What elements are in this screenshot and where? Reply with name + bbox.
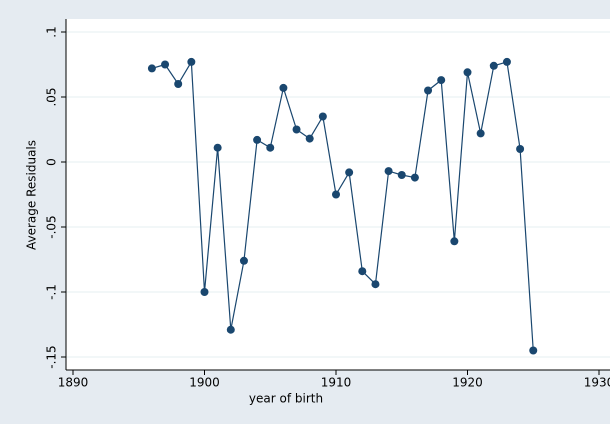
marker xyxy=(463,68,472,77)
x-axis-label: year of birth xyxy=(249,392,323,406)
x-tick-label: 1920 xyxy=(452,376,483,390)
marker xyxy=(187,57,196,66)
marker xyxy=(332,190,340,199)
marker xyxy=(174,80,183,88)
marker xyxy=(345,168,354,177)
marker xyxy=(489,61,498,70)
y-axis-label: Average Residuals xyxy=(25,140,39,250)
marker xyxy=(384,167,393,176)
marker xyxy=(502,57,511,66)
series-line xyxy=(151,59,534,351)
marker xyxy=(239,256,248,265)
marker xyxy=(292,125,301,134)
marker xyxy=(161,60,170,69)
marker xyxy=(358,267,367,276)
marker xyxy=(476,129,485,138)
marker xyxy=(516,145,525,153)
y-tick-label: .1 xyxy=(45,26,59,37)
marker xyxy=(200,288,209,296)
marker xyxy=(529,346,538,355)
y-tick-label: -.1 xyxy=(45,284,59,300)
marker xyxy=(437,76,446,85)
marker xyxy=(305,134,314,143)
x-tick-label: 1900 xyxy=(189,376,220,390)
marker xyxy=(318,112,327,121)
y-tick-label: -.15 xyxy=(45,345,59,368)
marker xyxy=(147,64,156,73)
marker xyxy=(226,325,235,334)
marker xyxy=(266,143,275,152)
marker xyxy=(450,237,459,246)
marker xyxy=(213,143,222,152)
y-tick-label: 0 xyxy=(45,158,59,166)
x-tick-label: 1890 xyxy=(58,376,89,390)
y-tick-label: -.05 xyxy=(45,215,59,238)
marker xyxy=(279,83,288,92)
x-tick-label: 1930 xyxy=(584,376,610,390)
marker xyxy=(424,86,433,95)
x-tick-label: 1910 xyxy=(321,376,352,390)
marker xyxy=(397,171,406,179)
marker xyxy=(410,173,419,182)
marker xyxy=(371,280,380,289)
marker xyxy=(253,135,262,144)
y-tick-label: .05 xyxy=(45,87,59,106)
